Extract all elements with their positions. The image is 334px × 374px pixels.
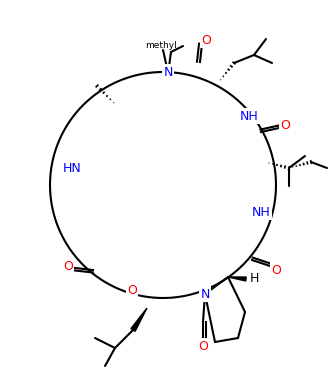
Text: N: N xyxy=(163,65,173,79)
Text: O: O xyxy=(127,285,137,297)
Polygon shape xyxy=(131,308,147,331)
Text: NH: NH xyxy=(252,205,271,218)
Text: HN: HN xyxy=(63,162,81,175)
Circle shape xyxy=(51,73,275,297)
Text: O: O xyxy=(201,34,211,46)
Text: NH: NH xyxy=(239,110,259,123)
Text: O: O xyxy=(280,119,290,132)
Text: H: H xyxy=(249,273,259,285)
Text: N: N xyxy=(200,288,210,300)
Text: O: O xyxy=(63,260,73,273)
Text: methyl: methyl xyxy=(145,40,177,49)
Polygon shape xyxy=(228,277,246,281)
Text: O: O xyxy=(198,340,208,353)
Text: O: O xyxy=(271,264,281,276)
